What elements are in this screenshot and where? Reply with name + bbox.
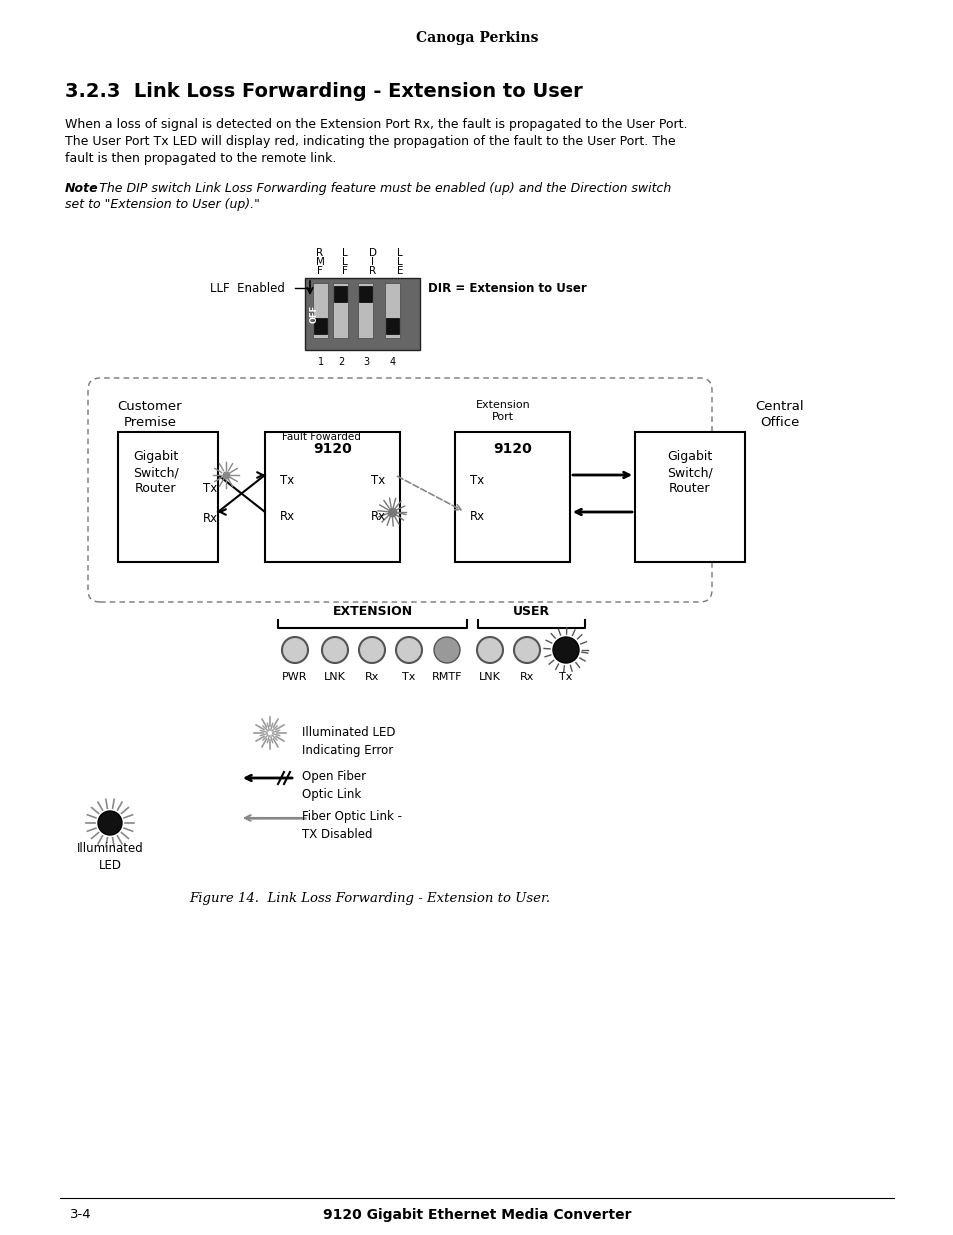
Text: Canoga Perkins: Canoga Perkins xyxy=(416,31,537,44)
Text: Rx: Rx xyxy=(364,672,378,682)
Text: set to "Extension to User (up).": set to "Extension to User (up)." xyxy=(65,198,259,211)
Text: DIR = Extension to User: DIR = Extension to User xyxy=(428,282,586,294)
Text: 3-4: 3-4 xyxy=(70,1209,91,1221)
Text: L: L xyxy=(342,248,348,258)
Text: Rx: Rx xyxy=(519,672,534,682)
Circle shape xyxy=(282,637,308,663)
Text: 9120 Gigabit Ethernet Media Converter: 9120 Gigabit Ethernet Media Converter xyxy=(322,1208,631,1221)
Text: Illuminated LED
Indicating Error: Illuminated LED Indicating Error xyxy=(302,726,395,757)
Circle shape xyxy=(98,811,122,835)
Text: 4: 4 xyxy=(390,357,395,367)
Text: PWR: PWR xyxy=(282,672,308,682)
Text: Central
Office: Central Office xyxy=(755,400,803,429)
Circle shape xyxy=(514,637,539,663)
Text: L: L xyxy=(396,248,402,258)
Bar xyxy=(635,432,744,562)
Circle shape xyxy=(553,637,578,663)
Bar xyxy=(386,317,399,333)
Text: Customer
Premise: Customer Premise xyxy=(117,400,182,429)
Bar xyxy=(314,317,327,333)
Bar xyxy=(385,283,400,338)
Text: L: L xyxy=(342,257,348,267)
Bar xyxy=(358,283,374,338)
Text: 3: 3 xyxy=(362,357,369,367)
Text: Tx: Tx xyxy=(279,474,294,487)
Text: 1: 1 xyxy=(317,357,324,367)
Text: When a loss of signal is detected on the Extension Port Rx, the fault is propaga: When a loss of signal is detected on the… xyxy=(65,119,687,131)
Bar xyxy=(314,283,328,338)
Bar xyxy=(334,283,348,338)
Text: Gigabit
Switch/
Router: Gigabit Switch/ Router xyxy=(133,450,178,495)
Circle shape xyxy=(358,637,385,663)
Text: Tx: Tx xyxy=(371,474,385,487)
Text: The User Port Tx LED will display red, indicating the propagation of the fault t: The User Port Tx LED will display red, i… xyxy=(65,135,675,148)
Text: F: F xyxy=(342,266,348,275)
Bar xyxy=(335,287,347,303)
Text: Rx: Rx xyxy=(469,510,484,522)
Text: 2: 2 xyxy=(337,357,344,367)
Text: F: F xyxy=(316,266,323,275)
Circle shape xyxy=(395,637,421,663)
Text: 9120: 9120 xyxy=(493,442,532,456)
Text: Tx: Tx xyxy=(203,482,217,495)
Text: OFF: OFF xyxy=(309,305,318,324)
Text: I: I xyxy=(371,257,375,267)
Circle shape xyxy=(476,637,502,663)
Text: Note: Note xyxy=(65,182,98,195)
Text: LNK: LNK xyxy=(478,672,500,682)
Text: R: R xyxy=(369,266,376,275)
Text: Rx: Rx xyxy=(370,510,385,522)
Circle shape xyxy=(322,637,348,663)
Text: Tx: Tx xyxy=(470,474,483,487)
Text: USER: USER xyxy=(513,605,550,618)
Text: E: E xyxy=(396,266,403,275)
Text: LLF  Enabled: LLF Enabled xyxy=(210,282,285,294)
Text: fault is then propagated to the remote link.: fault is then propagated to the remote l… xyxy=(65,152,336,165)
Text: : The DIP switch Link Loss Forwarding feature must be enabled (up) and the Direc: : The DIP switch Link Loss Forwarding fe… xyxy=(91,182,671,195)
Text: 3.2.3  Link Loss Forwarding - Extension to User: 3.2.3 Link Loss Forwarding - Extension t… xyxy=(65,82,582,101)
Text: 9120: 9120 xyxy=(313,442,352,456)
Text: Illuminated
LED: Illuminated LED xyxy=(76,842,143,872)
Text: Open Fiber
Optic Link: Open Fiber Optic Link xyxy=(302,769,366,802)
Text: EXTENSION: EXTENSION xyxy=(332,605,412,618)
Text: Figure 14.  Link Loss Forwarding - Extension to User.: Figure 14. Link Loss Forwarding - Extens… xyxy=(190,892,550,905)
Text: Tx: Tx xyxy=(402,672,416,682)
Text: Rx: Rx xyxy=(279,510,294,522)
Text: Fault Fowarded: Fault Fowarded xyxy=(282,432,360,442)
Text: LNK: LNK xyxy=(324,672,346,682)
Bar xyxy=(359,287,372,303)
Text: Extension
Port: Extension Port xyxy=(476,400,530,422)
Text: Tx: Tx xyxy=(558,672,572,682)
Text: Rx: Rx xyxy=(202,513,217,525)
Circle shape xyxy=(434,637,459,663)
Text: Gigabit
Switch/
Router: Gigabit Switch/ Router xyxy=(666,450,712,495)
Text: D: D xyxy=(369,248,376,258)
Bar xyxy=(305,278,419,350)
Text: R: R xyxy=(316,248,323,258)
Text: L: L xyxy=(396,257,402,267)
Bar xyxy=(118,432,218,562)
Bar xyxy=(265,432,399,562)
Bar xyxy=(455,432,569,562)
Text: M: M xyxy=(315,257,324,267)
Text: RMTF: RMTF xyxy=(432,672,462,682)
Text: Fiber Optic Link -
TX Disabled: Fiber Optic Link - TX Disabled xyxy=(302,810,401,841)
